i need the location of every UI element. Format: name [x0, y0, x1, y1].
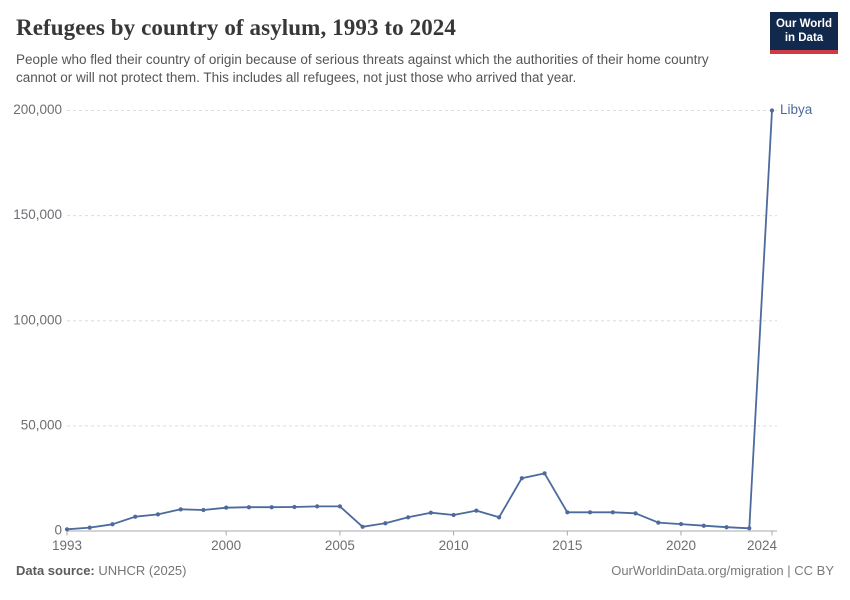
data-point[interactable]: [110, 522, 115, 527]
data-point[interactable]: [269, 505, 274, 510]
data-point[interactable]: [519, 476, 524, 481]
data-point[interactable]: [360, 524, 365, 529]
data-point[interactable]: [133, 514, 138, 519]
data-point[interactable]: [633, 511, 638, 516]
y-tick-label: 0: [54, 523, 62, 538]
x-tick-label: 2010: [439, 538, 469, 553]
y-tick-label: 100,000: [13, 312, 62, 327]
x-tick-label: 2020: [666, 538, 696, 553]
data-point[interactable]: [337, 504, 343, 509]
attribution-link[interactable]: OurWorldinData.org/migration | CC BY: [611, 563, 834, 578]
x-tick-label: 2005: [325, 538, 355, 553]
data-point[interactable]: [542, 471, 547, 476]
data-point[interactable]: [656, 520, 661, 525]
chart-footer: Data source: UNHCR (2025) OurWorldinData…: [16, 563, 834, 578]
y-tick-label: 200,000: [13, 102, 62, 117]
x-tick-label: 2024: [747, 538, 778, 553]
data-point[interactable]: [292, 504, 297, 510]
chart-header: Refugees by country of asylum, 1993 to 2…: [16, 14, 756, 88]
data-source-label: Data source:: [16, 563, 95, 578]
data-point[interactable]: [587, 510, 593, 515]
data-source-value: UNHCR (2025): [94, 563, 187, 578]
data-point[interactable]: [224, 505, 229, 510]
data-point[interactable]: [406, 515, 411, 520]
data-point[interactable]: [246, 505, 252, 510]
series-line[interactable]: [66, 110, 773, 531]
data-point[interactable]: [178, 507, 183, 512]
data-point[interactable]: [451, 512, 456, 518]
data-point[interactable]: [201, 507, 206, 513]
data-point[interactable]: [474, 508, 479, 513]
y-tick-label: 150,000: [13, 207, 62, 222]
page-title: Refugees by country of asylum, 1993 to 2…: [16, 15, 456, 40]
owid-logo-line2: in Data: [784, 31, 824, 44]
chart-subtitle: People who fled their country of origin …: [16, 51, 709, 86]
data-point[interactable]: [315, 504, 320, 509]
x-tick-label: 1993: [52, 538, 82, 553]
data-point[interactable]: [769, 108, 775, 113]
data-source: Data source: UNHCR (2025): [16, 563, 187, 578]
entity-label[interactable]: Libya: [780, 102, 813, 117]
data-point[interactable]: [87, 525, 92, 530]
data-point[interactable]: [155, 512, 161, 517]
data-point[interactable]: [701, 523, 706, 528]
data-point[interactable]: [610, 510, 615, 515]
data-point[interactable]: [383, 521, 388, 526]
y-tick-label: 50,000: [21, 417, 62, 432]
data-point[interactable]: [724, 525, 729, 530]
data-point[interactable]: [747, 526, 752, 531]
owid-logo-line1: Our World: [775, 18, 832, 30]
data-point[interactable]: [565, 510, 570, 515]
owid-logo[interactable]: Our World in Data: [770, 12, 838, 55]
data-point[interactable]: [64, 527, 70, 532]
x-tick-label: 2015: [552, 538, 582, 553]
data-point[interactable]: [678, 521, 684, 527]
data-point[interactable]: [496, 515, 502, 520]
x-tick-label: 2000: [211, 538, 241, 553]
data-point[interactable]: [428, 510, 433, 515]
